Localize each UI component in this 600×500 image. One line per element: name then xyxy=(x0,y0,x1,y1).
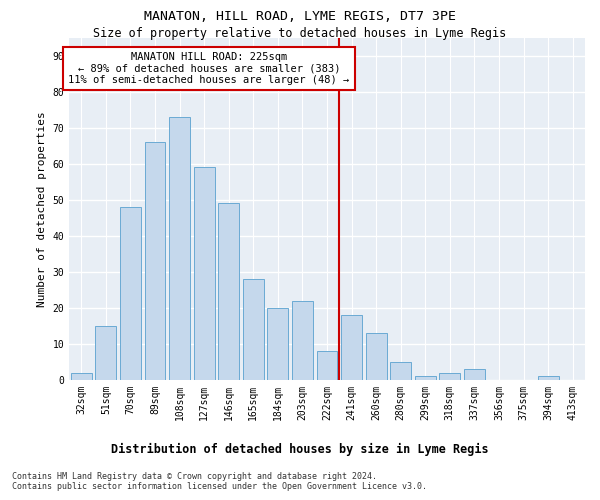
Bar xyxy=(194,168,215,380)
Text: Contains HM Land Registry data © Crown copyright and database right 2024.: Contains HM Land Registry data © Crown c… xyxy=(12,472,377,481)
Text: Distribution of detached houses by size in Lyme Regis: Distribution of detached houses by size … xyxy=(111,442,489,456)
Bar xyxy=(268,308,289,380)
Bar xyxy=(341,315,362,380)
Bar xyxy=(169,117,190,380)
Bar xyxy=(390,362,411,380)
Bar xyxy=(145,142,166,380)
Bar xyxy=(243,279,264,380)
Bar xyxy=(464,369,485,380)
Text: Contains public sector information licensed under the Open Government Licence v3: Contains public sector information licen… xyxy=(12,482,427,491)
Text: MANATON HILL ROAD: 225sqm
← 89% of detached houses are smaller (383)
11% of semi: MANATON HILL ROAD: 225sqm ← 89% of detac… xyxy=(68,52,350,85)
Bar xyxy=(365,333,386,380)
Y-axis label: Number of detached properties: Number of detached properties xyxy=(37,111,47,306)
Text: Size of property relative to detached houses in Lyme Regis: Size of property relative to detached ho… xyxy=(94,28,506,40)
Bar xyxy=(439,373,460,380)
Bar xyxy=(71,373,92,380)
Text: MANATON, HILL ROAD, LYME REGIS, DT7 3PE: MANATON, HILL ROAD, LYME REGIS, DT7 3PE xyxy=(144,10,456,23)
Bar xyxy=(317,351,337,380)
Bar xyxy=(218,204,239,380)
Bar xyxy=(95,326,116,380)
Bar xyxy=(415,376,436,380)
Bar xyxy=(538,376,559,380)
Bar xyxy=(292,300,313,380)
Bar xyxy=(120,207,141,380)
